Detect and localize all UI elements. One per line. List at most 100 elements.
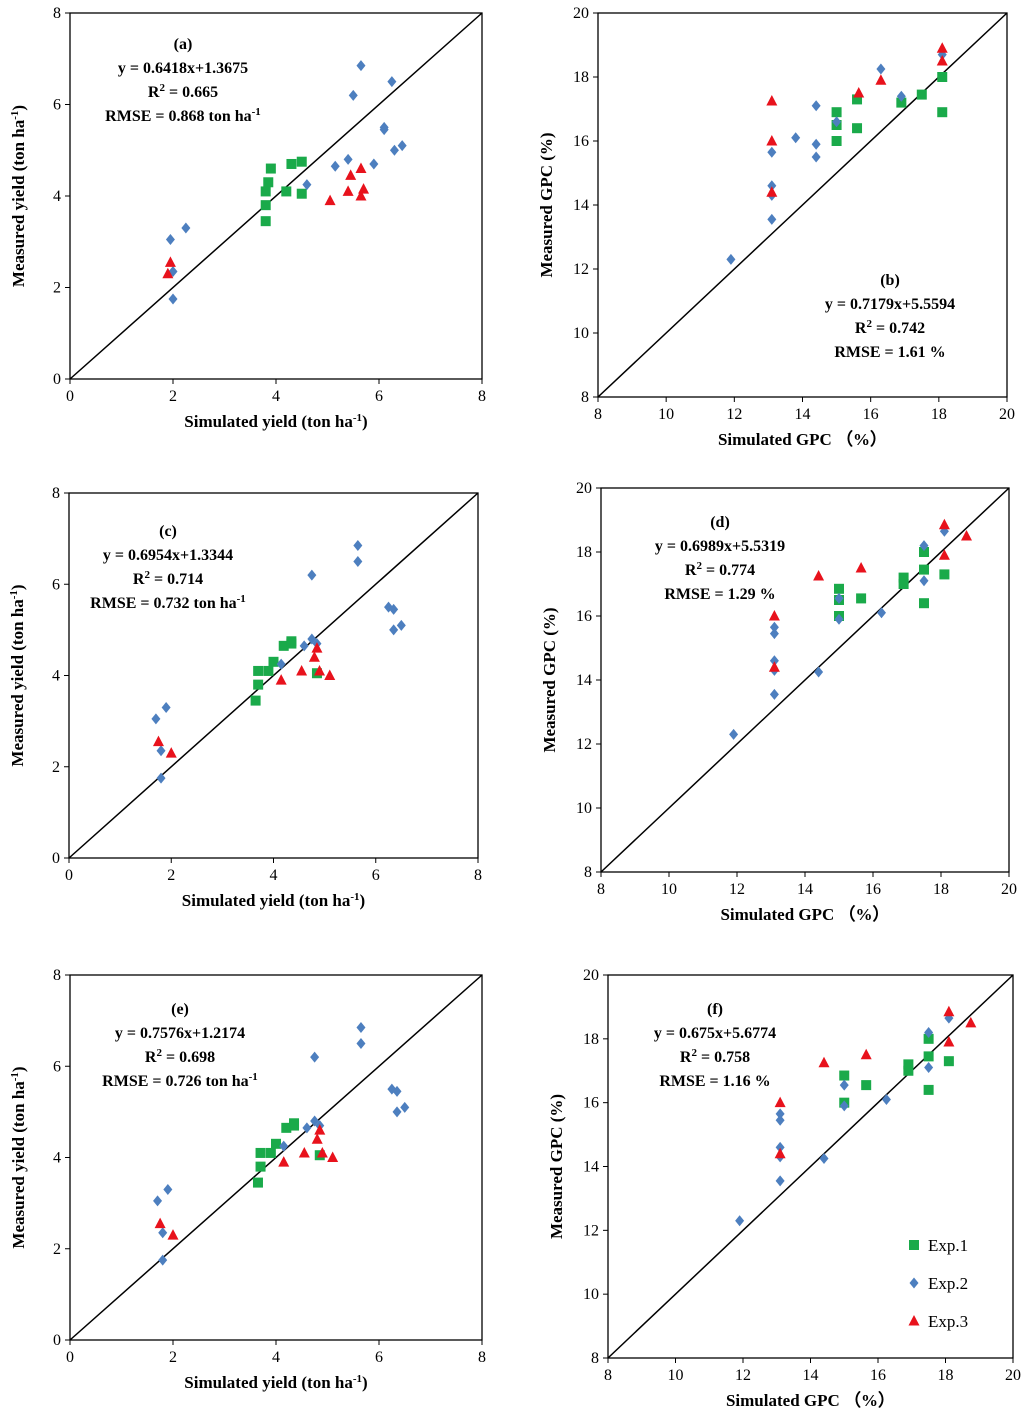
data-point [348,89,358,101]
series-exp2 [729,525,949,740]
data-point [165,747,177,758]
data-point [818,1056,830,1068]
data-point [263,177,274,188]
data-point [296,188,307,199]
data-point [769,621,779,633]
data-point [819,1153,829,1165]
x-tick-label: 18 [933,881,949,898]
data-point [923,1084,934,1095]
data-point [307,569,317,581]
x-tick-label: 12 [726,406,742,423]
y-tick-label: 10 [573,325,589,342]
data-point [263,665,274,676]
x-tick-label: 16 [865,881,881,898]
rmse: RMSE = 1.61 % [834,344,945,361]
data-point [919,598,929,609]
data-point [164,256,176,267]
series-exp1 [839,1033,954,1108]
data-point [275,674,287,685]
data-point [937,107,948,118]
x-tick-label: 18 [938,1367,954,1384]
x-tick-label: 2 [167,867,175,884]
data-point [936,55,948,66]
y-tick-label: 12 [583,1222,599,1239]
chart-panel-a: 0 2 4 6 8 0 2 4 6 8 Simulated yield (ton ha-1) Meas… [9,5,486,431]
data-point [316,1146,328,1158]
x-tick-label: 2 [169,388,177,405]
data-point [327,1151,339,1162]
rmse: RMSE = 1.29 % [664,586,775,603]
y-tick-label: 0 [53,1332,61,1349]
x-tick-label: 10 [658,406,674,423]
y-axis-label: Measured yield (ton ha-1) [8,584,27,766]
regression-equation: y = 0.7576x+1.2174 [115,1025,245,1042]
rmse: RMSE = 1.16 % [659,1073,770,1090]
x-tick-label: 12 [729,881,745,898]
legend-marker-exp2 [909,1277,919,1289]
x-tick-label: 0 [66,1349,74,1366]
data-point [861,1080,872,1091]
data-point [767,180,777,192]
data-point [937,72,948,82]
data-point [314,1124,326,1135]
data-point [289,1118,300,1129]
legend-label-exp1: Exp.1 [928,1236,968,1255]
data-point [250,695,261,706]
y-tick-label: 12 [576,736,592,753]
y-tick-label: 10 [576,800,592,817]
data-point [392,1085,402,1097]
data-point [156,745,166,757]
data-point [299,640,309,652]
data-point [791,132,801,144]
data-point [168,293,178,305]
data-point [938,549,950,560]
data-point [852,123,863,134]
data-point [161,701,171,713]
data-point [856,593,867,604]
series-exp2 [735,1012,954,1227]
data-point [156,772,166,784]
data-point [896,90,906,102]
data-point [308,651,320,662]
data-point [278,640,289,651]
regression-equation: y = 0.7179x+5.5594 [825,296,955,313]
one-to-one-line [597,12,1008,398]
y-tick-label: 18 [573,69,589,86]
series-exp1 [250,636,322,706]
y-tick-label: 20 [576,480,592,497]
legend-marker-exp3 [908,1315,920,1326]
data-point [923,1033,934,1044]
one-to-one-line [69,974,483,1341]
r-squared: R2 = 0.742 [855,318,925,337]
data-point [260,186,271,197]
data-point [265,1147,276,1158]
y-tick-label: 2 [53,1241,61,1258]
data-point [811,138,821,150]
r-squared: R2 = 0.665 [148,82,218,101]
data-point [152,735,164,747]
data-point [260,216,271,227]
data-point [255,1161,266,1172]
data-point [860,1048,872,1060]
data-point [965,1016,977,1028]
data-point [358,183,370,194]
data-point [353,539,363,551]
data-point [961,530,972,541]
y-tick-label: 6 [52,576,60,593]
data-point [903,1059,914,1070]
y-tick-label: 6 [53,97,61,114]
data-point [389,144,399,156]
data-point [253,679,264,690]
data-point [158,1254,168,1266]
data-point [392,1106,402,1118]
data-point [726,253,736,265]
series-exp1 [834,547,950,621]
data-point [924,1062,934,1074]
data-point [324,194,336,206]
y-tick-label: 14 [583,1159,599,1176]
data-point [916,89,927,100]
panel-label: (e) [171,1001,189,1018]
data-point [165,233,175,245]
data-point [296,664,308,676]
data-point [356,60,366,72]
